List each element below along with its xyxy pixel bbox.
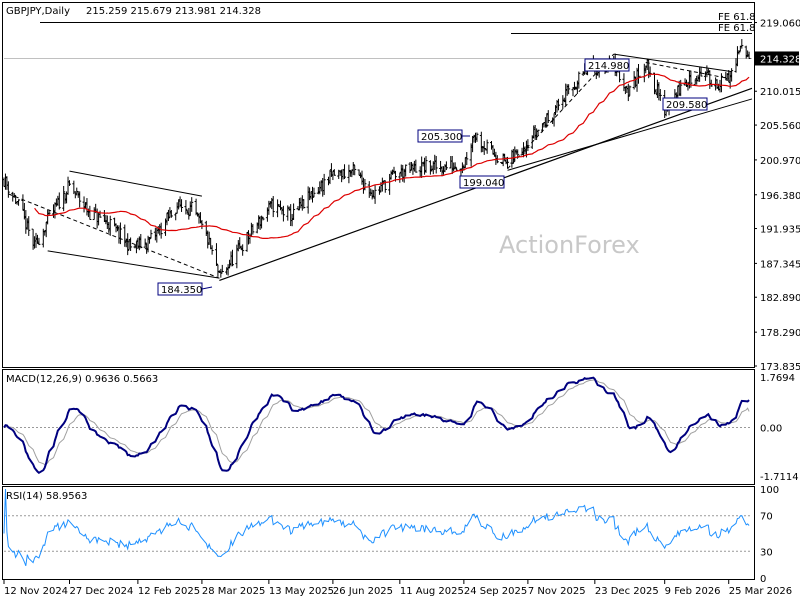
- secondary-uptrend-line: [507, 98, 753, 171]
- fe-label-upper: FE 61.8: [718, 12, 756, 23]
- price-tick-label: 196.380: [760, 191, 800, 202]
- x-tick-label: 9 Feb 2026: [665, 586, 721, 597]
- macd-tick-label: 1.7694: [760, 373, 795, 384]
- rsi-line-path: [3, 488, 750, 566]
- macd-signal-line: [3, 379, 750, 466]
- x-tick-label: 12 Nov 2024: [4, 586, 68, 597]
- current-price-badge: [755, 51, 799, 66]
- sma-line-path: [34, 73, 750, 239]
- rsi-panel-frame: [2, 486, 755, 580]
- rsi-tick-label: 30: [760, 547, 773, 558]
- rsi-tick-label: 0: [760, 574, 766, 585]
- dashed-retracement-1: [8, 193, 220, 279]
- x-tick-label: 23 Dec 2025: [595, 586, 659, 597]
- channel-upper-line: [69, 170, 203, 197]
- price-tick-label: 200.970: [760, 156, 800, 167]
- level-label-box: [584, 58, 630, 72]
- price-tick-label: 173.835: [760, 362, 800, 373]
- x-tick-label: 12 Feb 2025: [138, 586, 200, 597]
- trend-lines: FE 61.8FE 61.8: [8, 12, 756, 282]
- level-label-2: 205.300: [421, 132, 462, 143]
- price-tick-label: 219.060: [760, 19, 800, 30]
- price-tick-label: 210.015: [760, 87, 800, 98]
- x-tick-label: 11 Aug 2025: [400, 586, 464, 597]
- level-connector: [201, 286, 213, 290]
- level-label-5: 184.350: [161, 285, 202, 296]
- dashed-retracement-3: [645, 61, 729, 79]
- rsi-tick-label: 100: [760, 485, 779, 496]
- price-tick-label: 205.560: [760, 121, 800, 132]
- triangle-upper-line: [613, 53, 732, 73]
- x-tick-label: 27 Dec 2024: [69, 586, 133, 597]
- candles: [2, 39, 751, 278]
- y-axis: 219.060 210.015 205.560 200.970 196.380 191.9…: [754, 19, 800, 585]
- channel-lower-line: [47, 250, 220, 279]
- watermark: ActionForex: [499, 231, 640, 259]
- current-price-label: 214.328: [760, 54, 800, 65]
- level-label-1: 214.980: [588, 61, 629, 72]
- price-tick-label: 191.935: [760, 225, 800, 236]
- price-tick-label: 182.890: [760, 293, 800, 304]
- price-tick-label: 187.345: [760, 259, 800, 270]
- sma-line: [34, 73, 750, 239]
- macd-tick-label: 0.00: [760, 424, 782, 435]
- x-tick-label: 25 Mar 2026: [729, 586, 792, 597]
- x-tick-label: 13 May 2025: [269, 586, 334, 597]
- x-tick-label: 28 Mar 2025: [202, 586, 265, 597]
- header-symbol: GBPJPY,Daily: [6, 6, 70, 17]
- x-tick-label: 26 Jun 2025: [333, 586, 393, 597]
- level-label-3: 209.580: [666, 100, 707, 111]
- level-label-box: [459, 175, 505, 189]
- x-axis: 12 Nov 2024 27 Dec 2024 12 Feb 2025 28 Mar …: [3, 580, 792, 597]
- level-label-box: [662, 97, 708, 111]
- rsi-title: RSI(14) 58.9563: [6, 491, 87, 502]
- x-tick-label: 7 Nov 2025: [528, 586, 586, 597]
- dashed-retracement-2: [507, 53, 615, 170]
- macd-tick-label: -1.7114: [760, 472, 799, 483]
- macd-panel-frame: [2, 369, 755, 485]
- header-ohlc: 215.259 215.679 213.981 214.328: [86, 6, 261, 17]
- level-label-4: 199.040: [463, 178, 504, 189]
- macd-lines: [3, 376, 752, 475]
- rsi-line: [3, 488, 752, 566]
- macd-main-line: [3, 376, 750, 475]
- price-tick-label: 178.290: [760, 328, 800, 339]
- rsi-tick-label: 70: [760, 512, 773, 523]
- x-tick-label: 24 Sep 2025: [464, 586, 527, 597]
- fe-label-lower: FE 61.8: [718, 23, 756, 34]
- price-panel-frame: [2, 2, 755, 368]
- level-labels: 214.980 205.300 209.580 199.040 184.350: [157, 58, 708, 296]
- macd-title: MACD(12,26,9) 0.9636 0.5663: [6, 374, 158, 385]
